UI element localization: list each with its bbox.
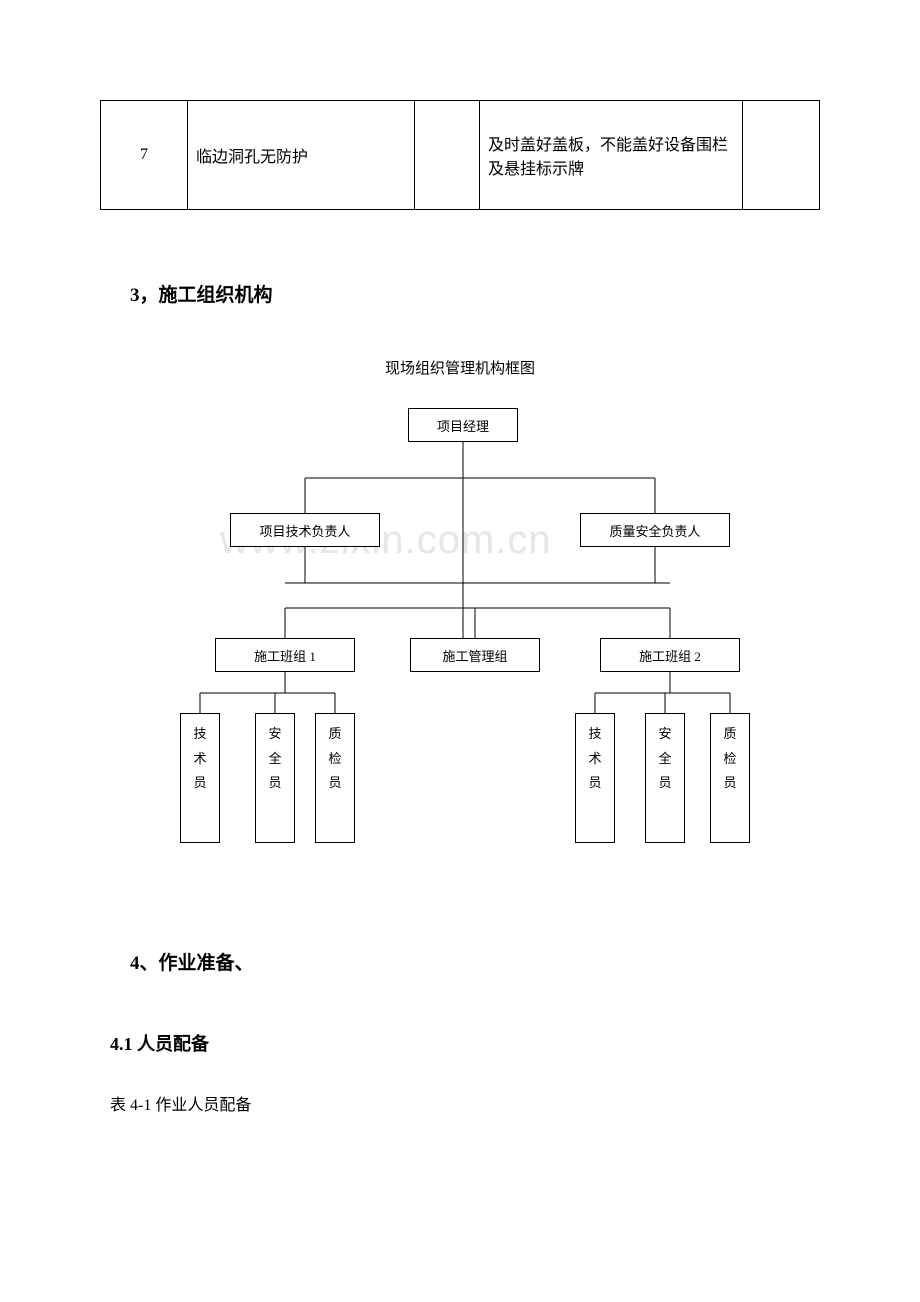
node-left-tech: 技术员 (180, 713, 220, 843)
node-tech-lead: 项目技术负责人 (230, 513, 380, 547)
node-mgmt: 施工管理组 (410, 638, 540, 672)
cell-risk: 临边洞孔无防护 (188, 101, 415, 210)
org-chart-title: 现场组织管理机构框图 (100, 357, 820, 378)
node-right-safe: 安全员 (645, 713, 685, 843)
section-4-1-heading: 4.1 人员配备 (100, 1030, 820, 1056)
node-team1: 施工班组 1 (215, 638, 355, 672)
node-right-qc: 质检员 (710, 713, 750, 843)
cell-measure: 及时盖好盖板，不能盖好设备围栏及悬挂标示牌 (480, 101, 743, 210)
cell-last (743, 101, 820, 210)
table-4-1-caption: 表 4-1 作业人员配备 (100, 1091, 820, 1115)
node-right-tech: 技术员 (575, 713, 615, 843)
node-left-safe: 安全员 (255, 713, 295, 843)
table-row: 7 临边洞孔无防护 及时盖好盖板，不能盖好设备围栏及悬挂标示牌 (101, 101, 820, 210)
node-root: 项目经理 (408, 408, 518, 442)
node-team2: 施工班组 2 (600, 638, 740, 672)
cell-empty (415, 101, 480, 210)
node-quality-safety-lead: 质量安全负责人 (580, 513, 730, 547)
section-3-heading: 3，施工组织机构 (100, 280, 820, 307)
risk-table: 7 临边洞孔无防护 及时盖好盖板，不能盖好设备围栏及悬挂标示牌 (100, 100, 820, 210)
org-chart: www.zixin.com.cn (100, 398, 820, 878)
section-4-heading: 4、作业准备、 (100, 948, 820, 975)
node-left-qc: 质检员 (315, 713, 355, 843)
cell-num: 7 (101, 101, 188, 210)
